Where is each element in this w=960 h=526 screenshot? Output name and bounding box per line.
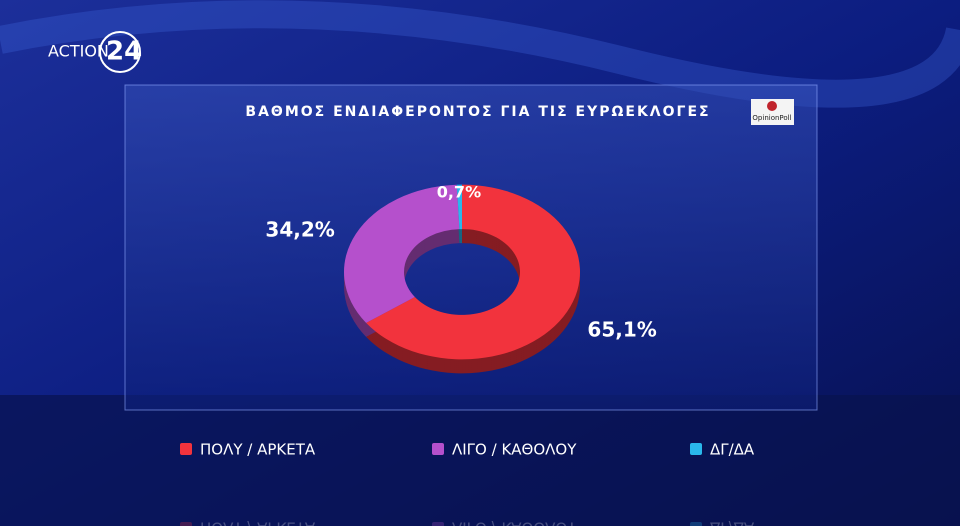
value-label: 34,2% xyxy=(265,218,334,242)
labels: 65,1% 34,2% 0,7% xyxy=(265,183,656,342)
legend-swatch xyxy=(180,443,192,455)
legend-label: ΔΓ/ΔΑ xyxy=(710,441,755,459)
logo-ring xyxy=(99,31,141,73)
bg-swoosh xyxy=(0,0,960,108)
chart-title: ΒΑΘΜΟΣ ΕΝΔΙΑΦΕΡΟΝΤΟΣ ΓΙΑ ΤΙΣ ΕΥΡΩΕΚΛΟΓΕΣ xyxy=(245,104,710,120)
source-logo-dot xyxy=(767,101,777,111)
slice xyxy=(366,184,580,360)
legend-swatch xyxy=(180,522,192,526)
donut xyxy=(344,184,580,360)
legend-label: ΛΙΓΟ / ΚΑΘΟΛΟΥ xyxy=(452,441,577,459)
slice xyxy=(456,184,462,230)
value-label: 65,1% xyxy=(587,317,656,341)
legend-swatch xyxy=(432,522,444,526)
floor xyxy=(0,395,960,526)
slice xyxy=(344,184,460,323)
legend-swatch xyxy=(690,443,702,455)
source-logo: OpinionPoll xyxy=(752,114,791,122)
legend-swatch xyxy=(690,522,702,526)
legend-label: ΠΟΛΥ / ΑΡΚΕΤΑ xyxy=(200,519,316,526)
legend-label: ΛΙΓΟ / ΚΑΘΟΛΟΥ xyxy=(452,519,577,526)
legend-label: ΔΓ/ΔΑ xyxy=(710,519,755,526)
legend-reflection: ΠΟΛΥ / ΑΡΚΕΤΑ ΛΙΓΟ / ΚΑΘΟΛΟΥ ΔΓ/ΔΑ xyxy=(180,519,755,526)
logo-name: ACTION xyxy=(48,42,109,61)
value-label: 0,7% xyxy=(437,183,481,202)
legend: ΠΟΛΥ / ΑΡΚΕΤΑ ΛΙΓΟ / ΚΑΘΟΛΟΥ ΔΓ/ΔΑ xyxy=(180,441,755,459)
legend-swatch xyxy=(432,443,444,455)
legend-label: ΠΟΛΥ / ΑΡΚΕΤΑ xyxy=(200,441,316,459)
